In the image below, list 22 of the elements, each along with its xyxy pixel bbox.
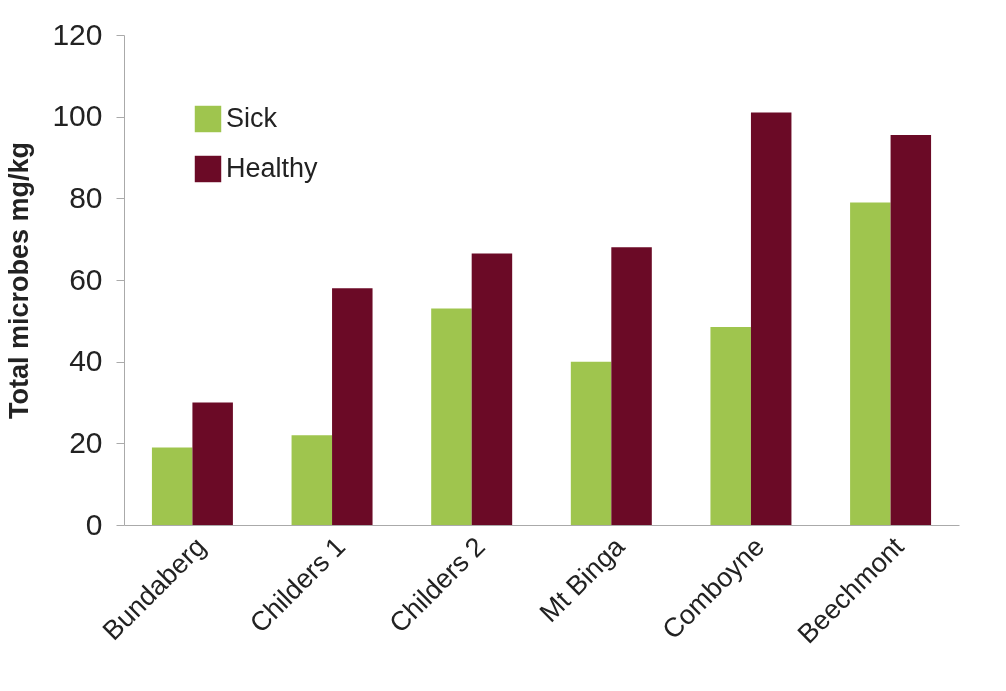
legend-label: Sick — [226, 103, 278, 133]
bar — [431, 308, 472, 525]
bar — [890, 135, 932, 525]
bar — [750, 112, 792, 525]
bar — [471, 253, 513, 525]
bar — [850, 202, 891, 525]
y-axis-title: Total microbes mg/kg — [4, 141, 35, 420]
bar — [291, 435, 333, 525]
bar — [151, 447, 193, 525]
y-tick-label: 60 — [69, 262, 103, 296]
y-tick-label: 40 — [69, 344, 103, 378]
y-tick-label: 80 — [69, 180, 103, 214]
y-tick-label: 20 — [69, 425, 103, 459]
y-tick-label: 120 — [52, 17, 103, 51]
bar — [611, 247, 652, 525]
bar — [192, 402, 233, 525]
y-tick-label: 100 — [52, 99, 103, 133]
y-tick-label: 0 — [85, 507, 103, 541]
bar — [570, 361, 612, 525]
legend-label: Healthy — [226, 153, 319, 183]
bar — [710, 326, 751, 525]
bar — [332, 288, 373, 525]
